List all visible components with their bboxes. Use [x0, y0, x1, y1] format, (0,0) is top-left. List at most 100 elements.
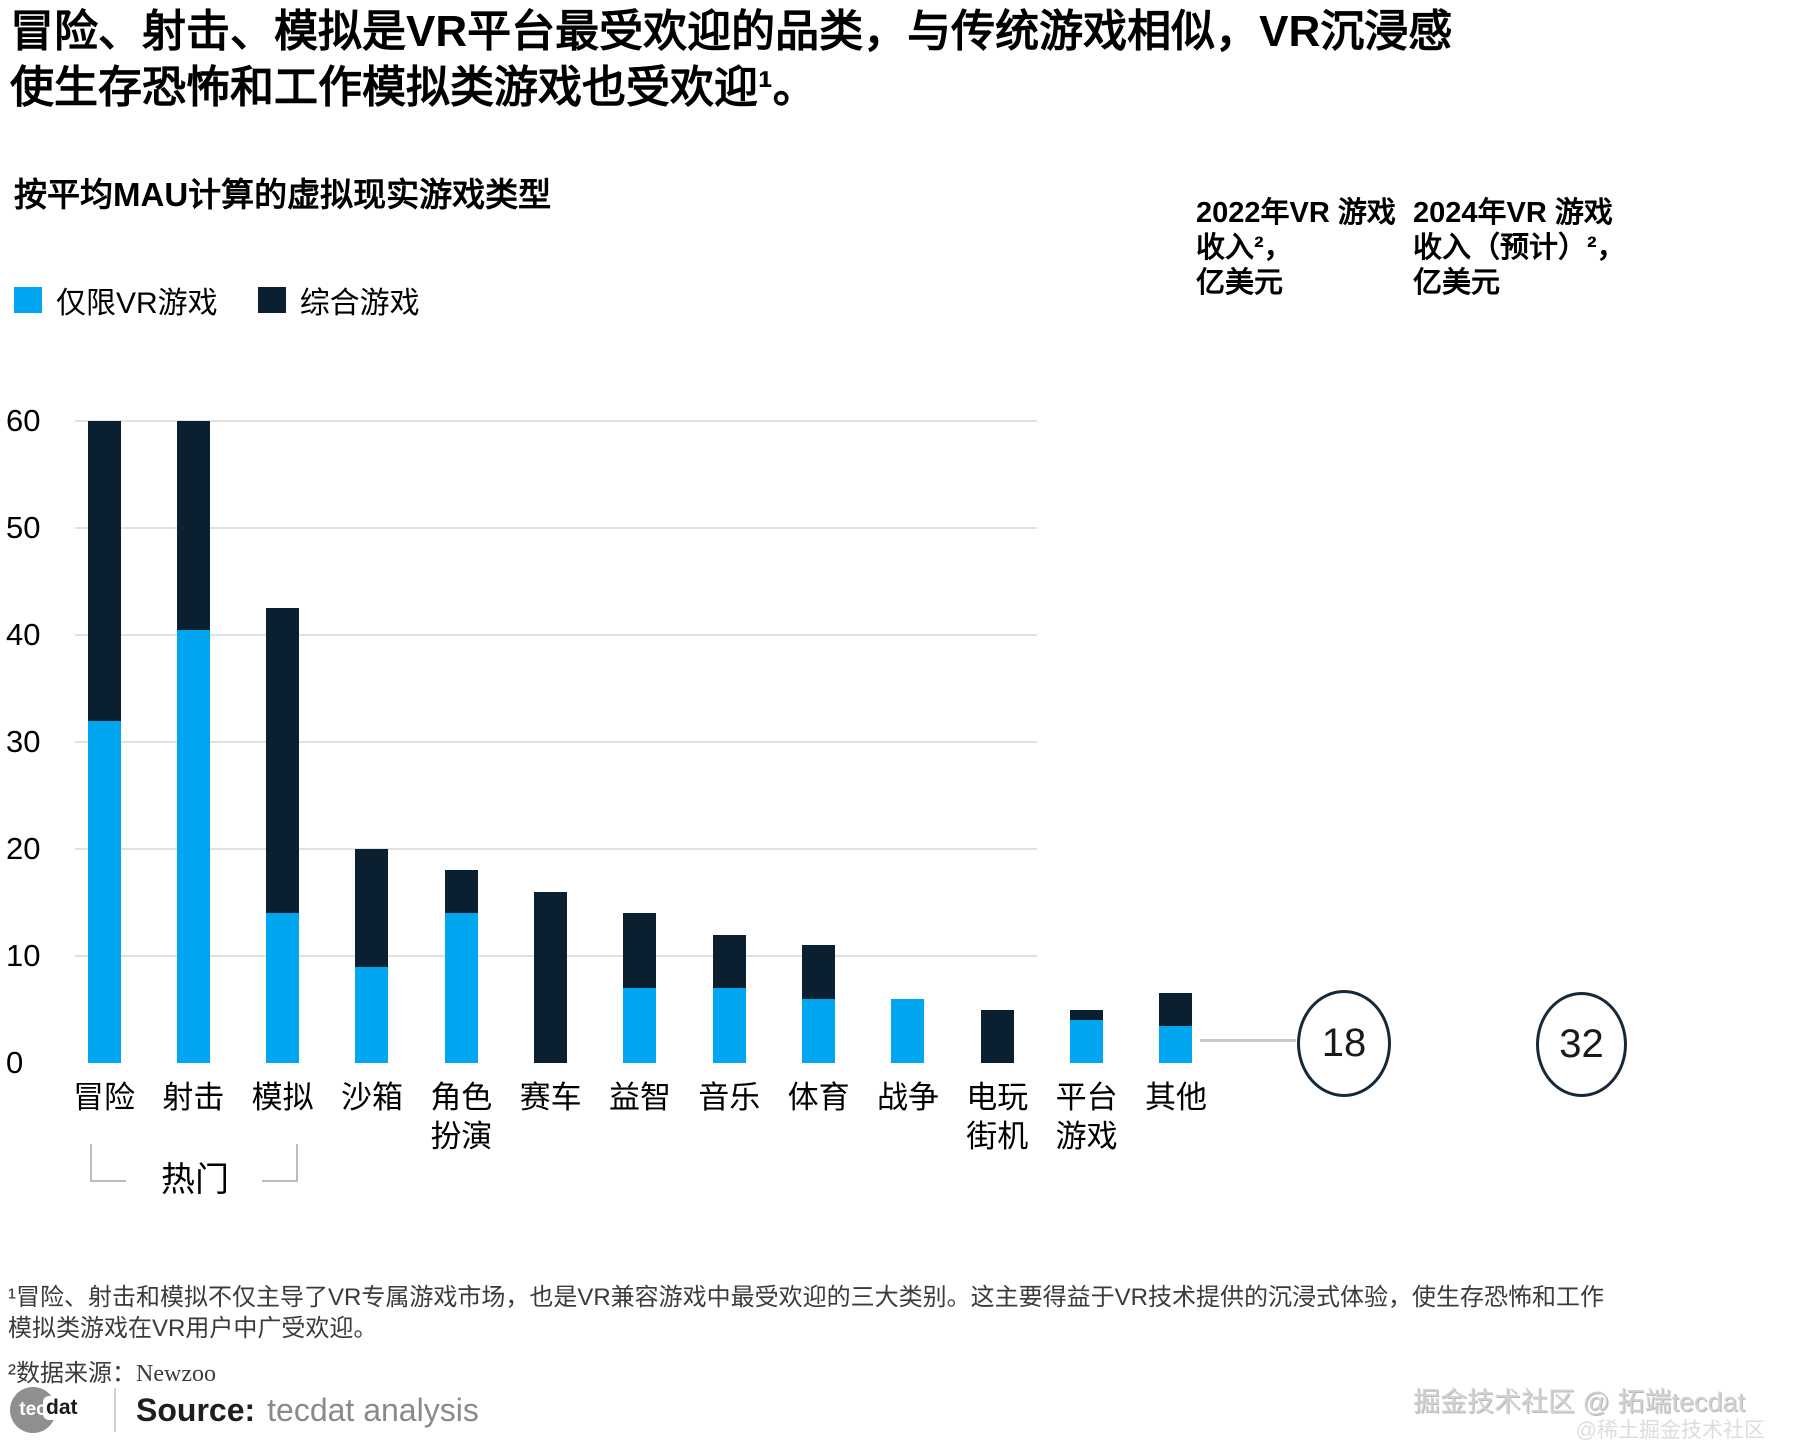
watermark-handle: @稀土掘金技术社区	[1575, 1419, 1765, 1442]
y-axis-tick-10: 10	[6, 938, 41, 973]
page-title-line-2: 使生存恐怖和工作模拟类游戏也受欢迎¹。	[10, 63, 817, 112]
x-axis-label-line: 其他	[1144, 1080, 1207, 1115]
legend-swatch-vr-only	[14, 287, 42, 313]
x-axis-label-line: 沙箱	[340, 1080, 403, 1115]
y-axis-tick-50: 50	[6, 510, 41, 545]
bar-segment-vr-only-12	[1159, 1025, 1193, 1063]
column-header-2024-line-3: 亿美元	[1413, 267, 1501, 299]
legend-swatch-hybrid	[257, 287, 286, 313]
column-header-2024-line-1: 2024年VR 游戏	[1413, 197, 1613, 229]
legend: 仅限VR游戏 综合游戏	[14, 278, 420, 322]
bar-segment-hybrid-5	[534, 891, 568, 1063]
revenue-value-2024: 32	[1559, 1022, 1604, 1066]
y-axis-tick-20: 20	[6, 831, 41, 866]
x-axis-label-line: 体育	[787, 1080, 850, 1115]
page-title-line-1: 冒险、射击、模拟是VR平台最受欢迎的品类，与传统游戏相似，VR沉浸感	[10, 7, 1453, 56]
bar-segment-hybrid-4	[444, 870, 478, 914]
bar-segment-vr-only-1	[176, 629, 210, 1063]
hot-group-bracket-right	[262, 1144, 298, 1182]
gridline-40	[75, 634, 1037, 636]
bar-segment-hybrid-0	[87, 421, 121, 721]
x-axis-label-11: 平台 游戏	[1012, 1078, 1162, 1156]
gridline-50	[75, 527, 1037, 529]
legend-item-vr-only: 仅限VR游戏	[14, 278, 218, 322]
source-divider	[114, 1388, 116, 1432]
footnote-2-source: Newzoo	[136, 1361, 216, 1387]
x-axis-label-line: 益智	[608, 1080, 671, 1115]
x-axis-label-9: 战争	[833, 1078, 983, 1117]
footnote-1-line-1: ¹冒险、射击和模拟不仅主导了VR专属游戏市场，也是VR兼容游戏中最受欢迎的三大类…	[8, 1284, 1605, 1311]
revenue-circle-2022: 18	[1297, 990, 1391, 1097]
gridline-60	[75, 420, 1037, 422]
y-axis-tick-0: 0	[6, 1045, 24, 1080]
bar-segment-hybrid-11	[1070, 1009, 1104, 1021]
footnote-2-prefix: ²数据来源：	[8, 1360, 136, 1387]
revenue-value-2022: 18	[1321, 1021, 1367, 1065]
y-axis-tick-40: 40	[6, 617, 41, 652]
hot-group-label: 热门	[161, 1161, 229, 1199]
column-header-2024-revenue: 2024年VR 游戏 收入（预计）²， 亿美元	[1413, 196, 1673, 301]
x-axis-label-line: 角色	[430, 1080, 493, 1115]
revenue-circle-2024: 32	[1536, 992, 1627, 1097]
bar-segment-hybrid-8	[802, 945, 836, 999]
x-axis-label-8: 体育	[744, 1078, 894, 1117]
x-axis-label-2: 模拟	[208, 1078, 358, 1117]
x-axis-label-3: 沙箱	[297, 1078, 447, 1117]
footnote-2: ²数据来源：Newzoo	[8, 1358, 1804, 1390]
source-label: Source:	[136, 1391, 256, 1428]
column-header-2022-line-1: 2022年VR 游戏	[1196, 197, 1396, 229]
column-header-2024-line-2: 收入（预计）²，	[1413, 232, 1626, 264]
column-header-2022-line-2: 收入²，	[1196, 232, 1293, 264]
gridline-20	[75, 848, 1037, 850]
bar-segment-hybrid-3	[355, 849, 389, 967]
watermark-community: 掘金技术社区 @ 拓端tecdat	[1413, 1387, 1745, 1417]
x-axis-label-10: 电玩 街机	[922, 1078, 1072, 1156]
x-axis-label-line: 战争	[876, 1080, 939, 1115]
x-axis-label-line: 电玩	[966, 1080, 1029, 1115]
x-axis-label-line: 冒险	[73, 1080, 135, 1115]
x-axis-label-line: 赛车	[519, 1080, 582, 1115]
x-axis-label-line: 射击	[162, 1080, 225, 1115]
bar-segment-vr-only-9	[891, 998, 925, 1063]
bar-segment-vr-only-11	[1070, 1020, 1104, 1063]
legend-label-vr-only: 仅限VR游戏	[56, 287, 218, 320]
bar-segment-vr-only-0	[87, 720, 121, 1063]
bar-segment-vr-only-4	[444, 913, 478, 1063]
x-axis-label-7: 音乐	[654, 1078, 804, 1117]
legend-label-hybrid: 综合游戏	[299, 287, 420, 320]
x-axis-label-line: 街机	[966, 1119, 1029, 1154]
bar-segment-hybrid-6	[623, 913, 657, 989]
y-axis-tick-30: 30	[6, 724, 41, 759]
column-header-2022-revenue: 2022年VR 游戏 收入²， 亿美元	[1196, 196, 1446, 301]
x-axis-label-line: 音乐	[698, 1080, 761, 1115]
bar-segment-vr-only-7	[712, 988, 746, 1063]
bar-segment-hybrid-1	[176, 421, 210, 630]
x-axis-label-1: 射击	[118, 1078, 268, 1117]
x-axis-label-line: 模拟	[251, 1080, 314, 1115]
footnote-1: ¹冒险、射击和模拟不仅主导了VR专属游戏市场，也是VR兼容游戏中最受欢迎的三大类…	[8, 1282, 1804, 1344]
legend-item-hybrid: 综合游戏	[257, 278, 420, 322]
source-row: tec dat Source: tecdat analysis	[10, 1386, 479, 1434]
tecdat-logo: tec dat	[10, 1386, 114, 1434]
page-title: 冒险、射击、模拟是VR平台最受欢迎的品类，与传统游戏相似，VR沉浸感 使生存恐怖…	[10, 4, 1610, 116]
x-axis-label-line: 游戏	[1055, 1119, 1118, 1154]
x-axis-label-6: 益智	[565, 1078, 715, 1117]
bar-segment-vr-only-6	[623, 988, 657, 1063]
chart-subtitle: 按平均MAU计算的虚拟现实游戏类型	[14, 176, 552, 213]
tecdat-logo-dat: dat	[43, 1396, 81, 1420]
bar-segment-hybrid-2	[266, 608, 300, 914]
bar-segment-hybrid-10	[980, 1009, 1014, 1063]
y-axis-tick-60: 60	[6, 403, 41, 438]
hot-group-bracket-left	[90, 1144, 126, 1182]
footnotes: ¹冒险、射击和模拟不仅主导了VR专属游戏市场，也是VR兼容游戏中最受欢迎的三大类…	[8, 1282, 1804, 1390]
column-header-2022-line-3: 亿美元	[1196, 267, 1284, 299]
x-axis-label-4: 角色 扮演	[386, 1078, 536, 1156]
x-axis-label-12: 其他	[1101, 1078, 1251, 1117]
connector-line	[1200, 1039, 1296, 1042]
x-axis-label-line: 平台	[1055, 1080, 1118, 1115]
bar-segment-vr-only-2	[266, 913, 300, 1063]
bar-segment-hybrid-12	[1159, 993, 1193, 1026]
bar-segment-hybrid-7	[712, 934, 746, 989]
